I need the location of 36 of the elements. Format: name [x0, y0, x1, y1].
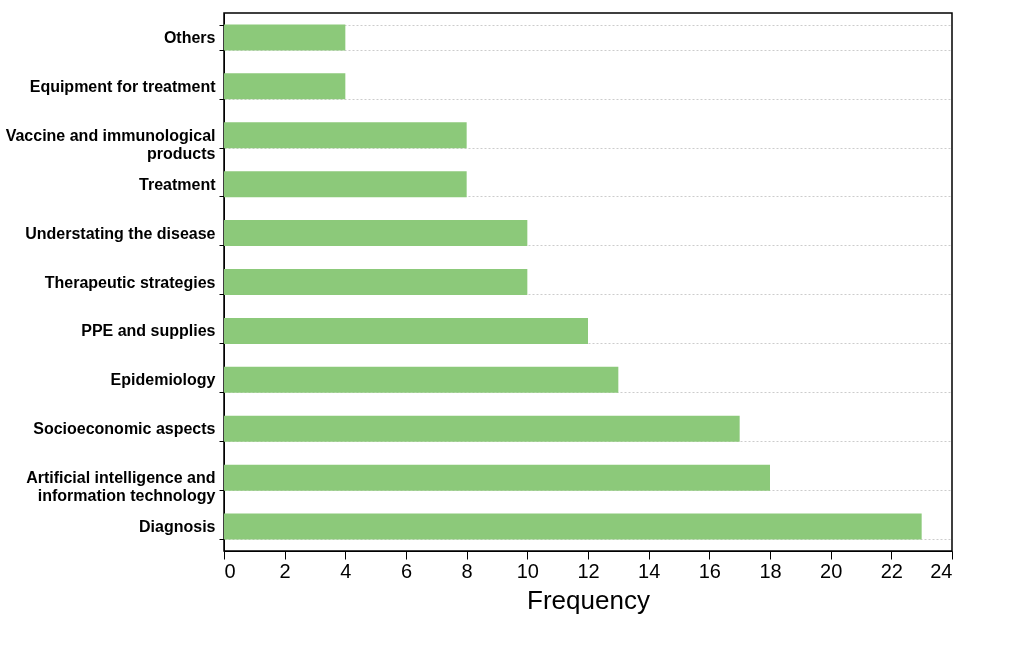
x-tick-label: 6: [400, 559, 413, 582]
x-axis-title: Frequency: [527, 584, 650, 615]
x-tick-label: 18: [759, 559, 782, 582]
y-tick-label: Vaccine and immunological products: [5, 126, 216, 162]
y-tick-label: Equipment for treatment: [29, 77, 217, 95]
x-tick-label: 0: [224, 559, 236, 582]
y-tick-label: Therapeutic strategies: [44, 273, 216, 291]
bar: [224, 171, 467, 198]
y-tick-label: PPE and supplies: [81, 322, 216, 340]
bar: [224, 366, 619, 393]
y-tick-label: Artificial intelligence and information technology: [26, 469, 216, 505]
bar: [224, 464, 770, 491]
x-tick-label: 10: [516, 559, 539, 582]
x-tick-label: 16: [698, 559, 721, 582]
y-tick-label: Diagnosis: [139, 518, 216, 536]
bar: [224, 24, 346, 51]
y-tick-label: Epidemiology: [110, 371, 216, 389]
bar: [224, 122, 467, 149]
y-tick-label: Socioeconomic aspects: [33, 420, 216, 438]
x-tick-label: 12: [577, 559, 600, 582]
bar: [224, 415, 740, 442]
bar: [224, 73, 346, 100]
x-tick-label: 20: [820, 559, 843, 582]
bar: [224, 269, 528, 295]
y-tick-label: Others: [163, 28, 216, 46]
bar: [224, 317, 588, 344]
bar: [224, 513, 922, 540]
x-tick-label: 8: [461, 559, 473, 582]
y-tick-label: Understating the disease: [25, 224, 216, 242]
x-tick-label: 2: [279, 559, 291, 582]
bar: [224, 220, 528, 247]
x-tick-label: 24: [930, 559, 953, 582]
y-tick-label: Treatment: [139, 175, 217, 193]
x-tick-label: 22: [880, 559, 903, 582]
x-tick-label: 4: [340, 559, 352, 582]
x-tick-label: 14: [638, 559, 661, 582]
